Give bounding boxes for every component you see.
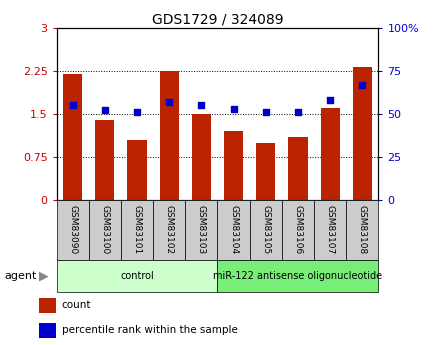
- Text: agent: agent: [4, 271, 36, 281]
- Text: GSM83108: GSM83108: [357, 205, 366, 254]
- Bar: [288, 137, 307, 200]
- Bar: [95, 120, 114, 200]
- Bar: [217, 260, 378, 292]
- Point: [294, 109, 301, 115]
- Bar: [281, 200, 313, 260]
- Bar: [159, 71, 178, 200]
- Bar: [320, 108, 339, 200]
- Bar: [39, 298, 56, 313]
- Text: miR-122 antisense oligonucleotide: miR-122 antisense oligonucleotide: [213, 271, 381, 281]
- Text: GSM83100: GSM83100: [100, 205, 109, 254]
- Point: [358, 82, 365, 87]
- Bar: [56, 260, 217, 292]
- Text: GSM83103: GSM83103: [197, 205, 205, 254]
- Bar: [39, 323, 56, 338]
- Bar: [345, 200, 378, 260]
- Bar: [224, 131, 243, 200]
- Point: [262, 109, 269, 115]
- Bar: [185, 200, 217, 260]
- Text: GSM83106: GSM83106: [293, 205, 302, 254]
- Point: [101, 108, 108, 113]
- Bar: [121, 200, 153, 260]
- Bar: [63, 73, 82, 200]
- Bar: [313, 200, 345, 260]
- Point: [69, 102, 76, 108]
- Bar: [217, 200, 249, 260]
- Text: GSM83102: GSM83102: [164, 205, 173, 254]
- Point: [133, 109, 140, 115]
- Bar: [191, 114, 210, 200]
- Text: ▶: ▶: [39, 269, 49, 283]
- Text: GSM83107: GSM83107: [325, 205, 334, 254]
- Bar: [56, 200, 89, 260]
- Text: GDS1729 / 324089: GDS1729 / 324089: [151, 12, 283, 26]
- Bar: [127, 140, 146, 200]
- Text: GSM83104: GSM83104: [229, 205, 237, 254]
- Text: count: count: [62, 300, 91, 310]
- Bar: [249, 200, 281, 260]
- Text: GSM83105: GSM83105: [261, 205, 270, 254]
- Text: control: control: [120, 271, 154, 281]
- Point: [165, 99, 172, 105]
- Point: [326, 97, 333, 103]
- Point: [230, 106, 237, 111]
- Bar: [352, 67, 371, 200]
- Point: [197, 102, 204, 108]
- Text: percentile rank within the sample: percentile rank within the sample: [62, 325, 237, 335]
- Bar: [153, 200, 185, 260]
- Bar: [89, 200, 121, 260]
- Bar: [256, 142, 275, 200]
- Text: GSM83090: GSM83090: [68, 205, 77, 254]
- Text: GSM83101: GSM83101: [132, 205, 141, 254]
